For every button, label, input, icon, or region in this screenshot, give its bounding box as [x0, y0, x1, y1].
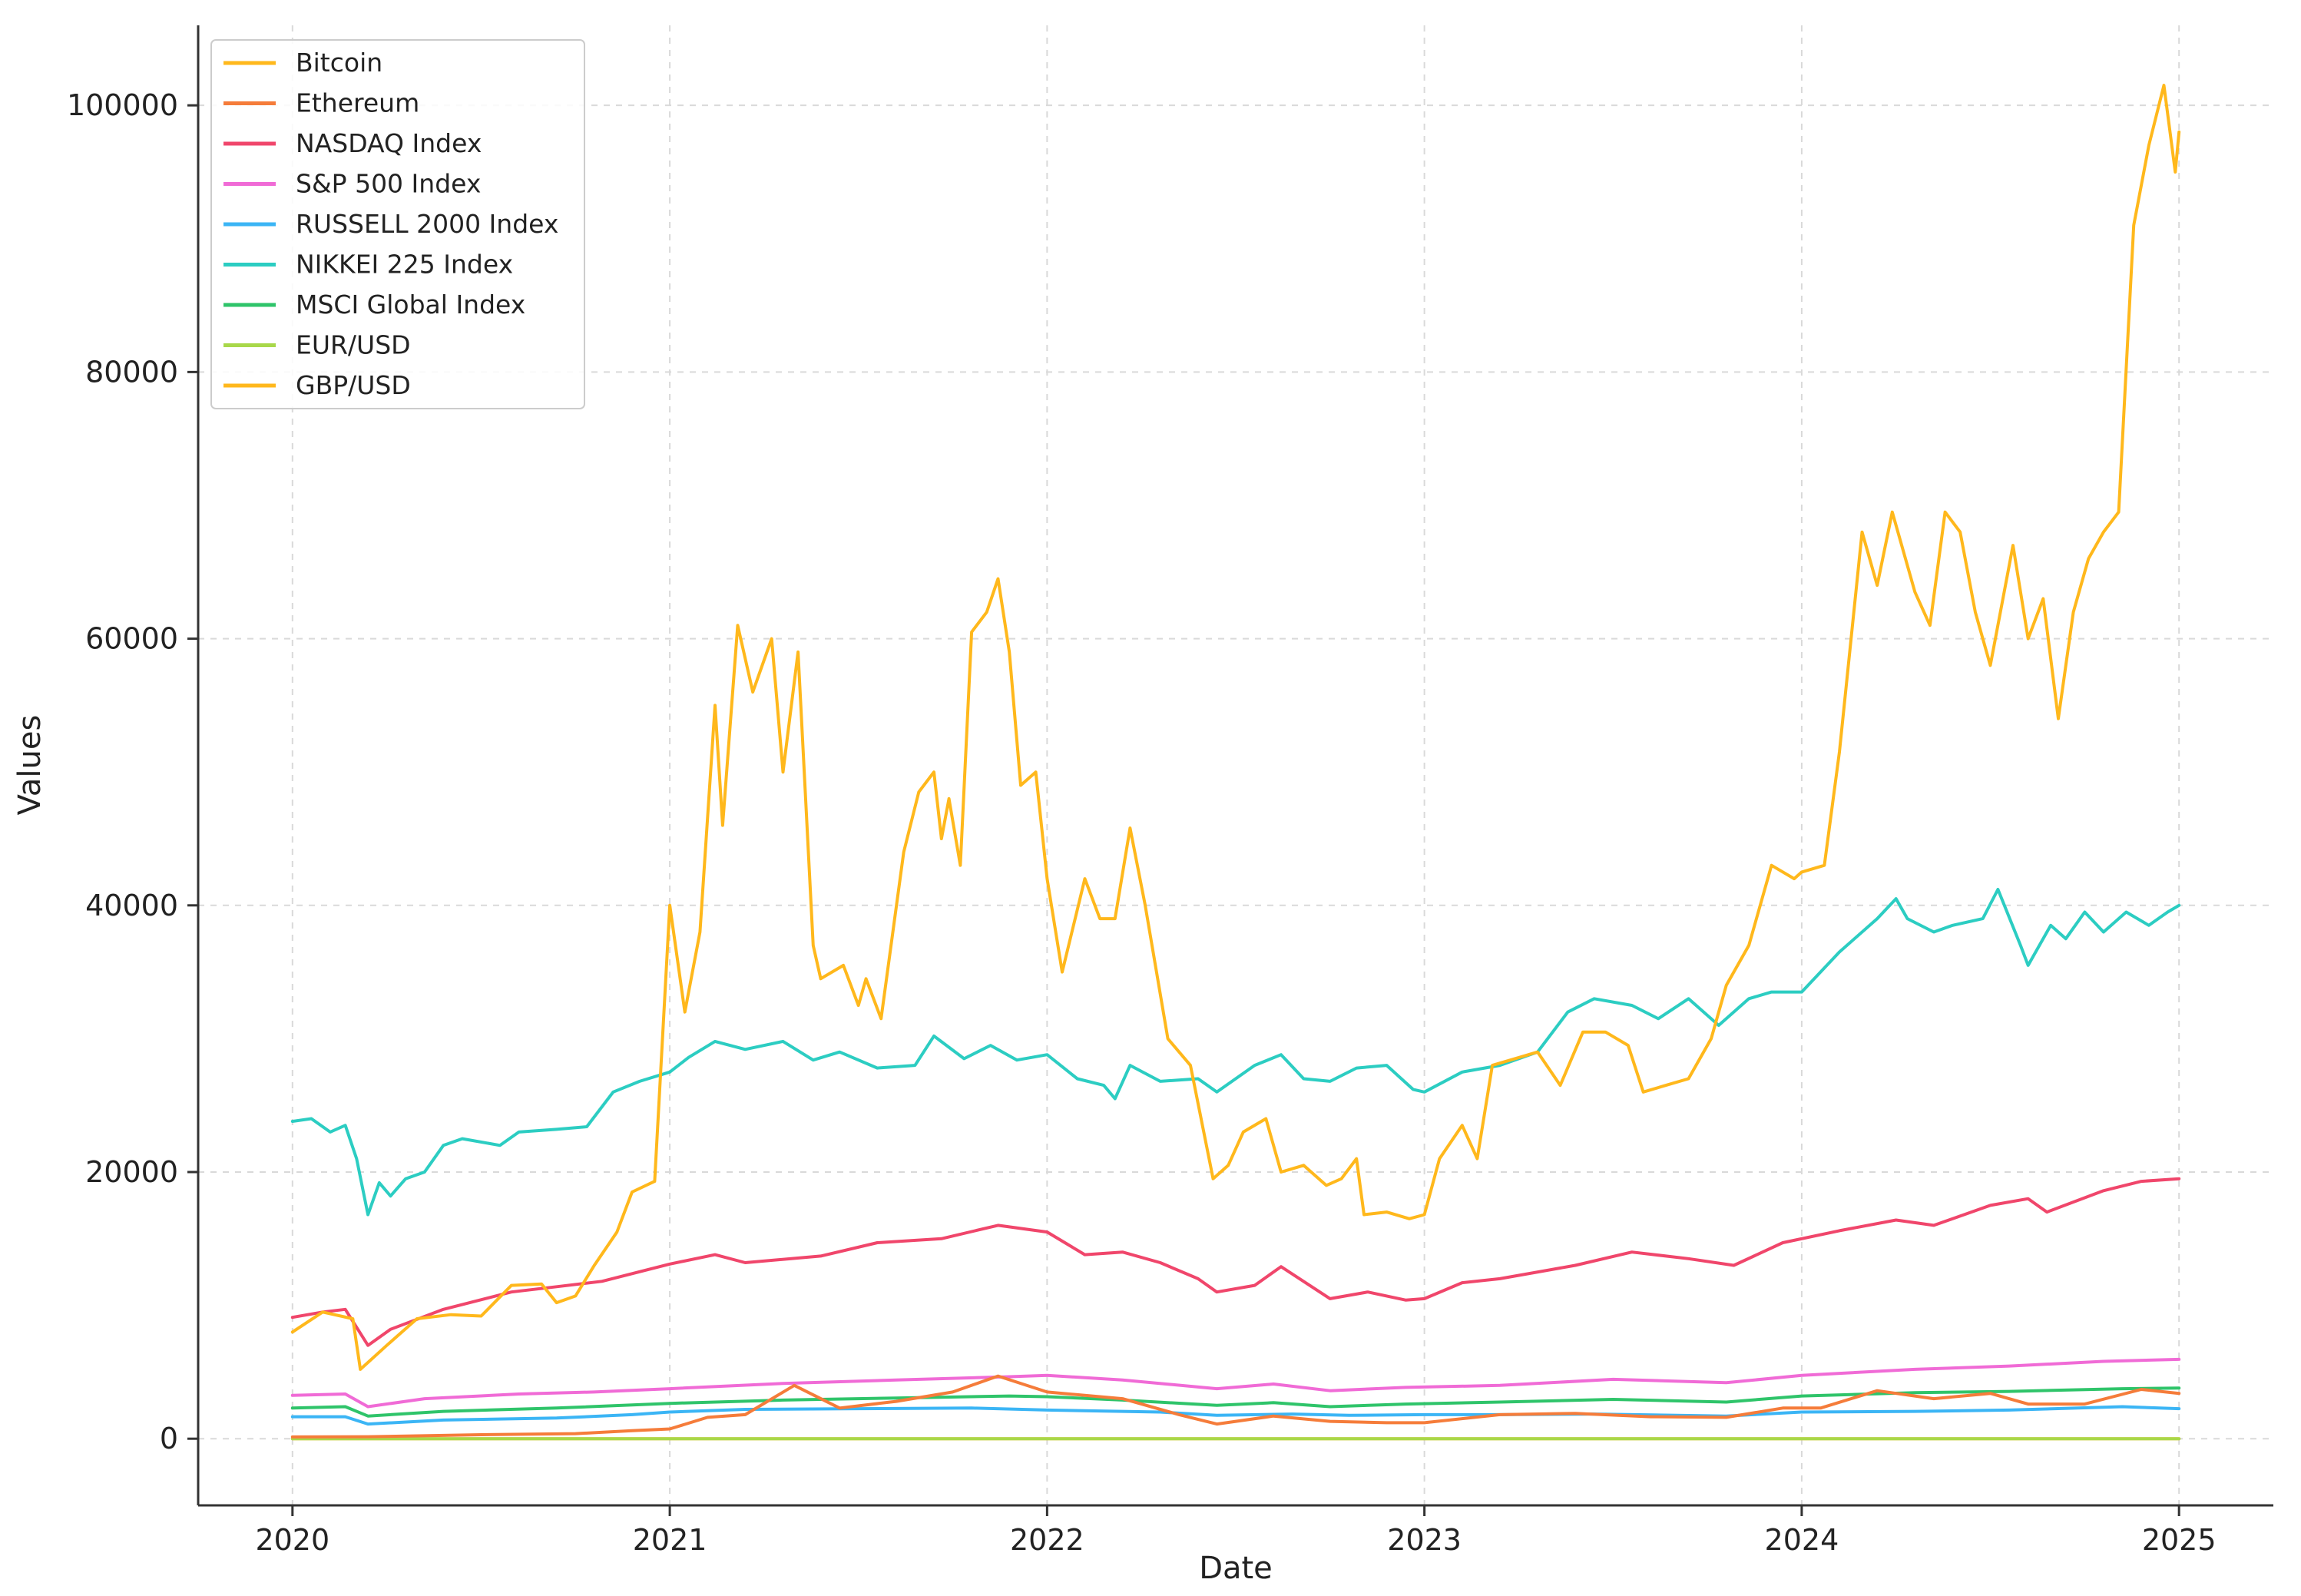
series-line-russell-2000-index [290, 1405, 2181, 1426]
y-tick-label: 100000 [67, 88, 178, 122]
legend-item: Ethereum [223, 88, 419, 118]
series-line-s-p-500-index [290, 1357, 2181, 1409]
series-line-bitcoin [290, 84, 2181, 1371]
y-tick-label: 20000 [85, 1155, 178, 1189]
legend-item: EUR/USD [223, 330, 411, 360]
series-line-nasdaq-index [290, 1177, 2181, 1347]
x-axis-label: Date [1199, 1551, 1273, 1586]
x-tick-label: 2022 [1010, 1523, 1084, 1557]
legend-item: Bitcoin [223, 48, 382, 78]
y-tick-label: 0 [160, 1422, 178, 1455]
legend-label: S&P 500 Index [296, 169, 481, 199]
y-ticks: 0 20000 40000 60000 80000 100000 [67, 88, 198, 1455]
legend-item: RUSSELL 2000 Index [223, 209, 558, 239]
legend-label: GBP/USD [296, 370, 411, 400]
legend-label: NASDAQ Index [296, 128, 482, 158]
legend-label: MSCI Global Index [296, 290, 525, 320]
x-tick-label: 2024 [1765, 1523, 1839, 1557]
x-tick-label: 2020 [255, 1523, 329, 1557]
legend: Bitcoin Ethereum NASDAQ Index S&P 500 Index… [210, 39, 585, 409]
x-tick-label: 2023 [1387, 1523, 1462, 1557]
series-line-ethereum [290, 1374, 2181, 1439]
x-ticks: 2020 2021 2022 2023 2024 2025 [255, 1505, 2217, 1557]
y-tick-label: 60000 [85, 622, 178, 656]
legend-label: NIKKEI 225 Index [296, 250, 513, 280]
y-tick-label: 80000 [85, 355, 178, 389]
legend-label: EUR/USD [296, 330, 411, 360]
y-tick-label: 40000 [85, 889, 178, 922]
series-layer [290, 84, 2181, 1441]
legend-box [210, 39, 585, 409]
y-axis-label: Values [12, 715, 48, 816]
x-tick-label: 2025 [2142, 1523, 2217, 1557]
legend-label: RUSSELL 2000 Index [296, 209, 558, 239]
legend-label: Ethereum [296, 88, 419, 118]
legend-item: GBP/USD [223, 370, 411, 400]
legend-item: NIKKEI 225 Index [223, 250, 513, 280]
legend-label: Bitcoin [296, 48, 382, 78]
legend-item: MSCI Global Index [223, 290, 525, 320]
axes [197, 25, 2273, 1507]
series-line-msci-global-index [290, 1386, 2181, 1418]
legend-item: NASDAQ Index [223, 128, 482, 158]
legend-item: S&P 500 Index [223, 169, 481, 199]
series-line-nikkei-225-index [290, 888, 2181, 1217]
x-tick-label: 2021 [633, 1523, 707, 1557]
